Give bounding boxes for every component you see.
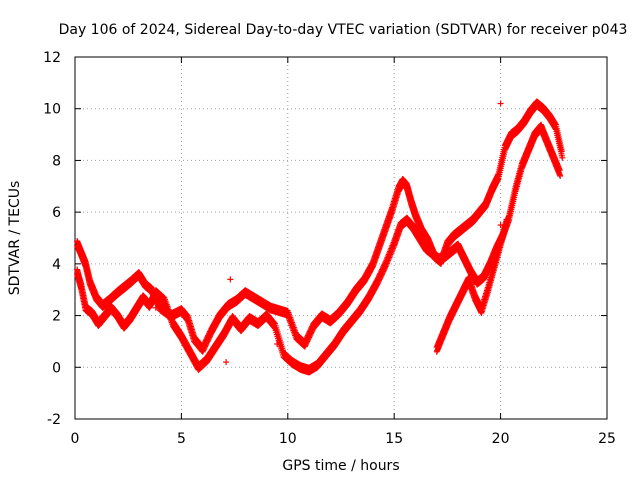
x-tick-label: 15 xyxy=(385,431,403,447)
x-tick-label: 0 xyxy=(71,431,80,447)
x-axis-label: GPS time / hours xyxy=(282,458,399,474)
data-point xyxy=(497,100,504,107)
y-axis-ticks: -2 0 2 4 6 8 10 12 xyxy=(43,50,607,428)
y-tick-label: 10 xyxy=(43,102,61,118)
x-tick-label: 10 xyxy=(279,431,297,447)
x-axis-ticks: 0 5 10 15 20 25 xyxy=(71,57,616,447)
y-tick-label: 12 xyxy=(43,50,61,66)
y-axis-label: SDTVAR / TECUs xyxy=(7,181,23,296)
x-tick-label: 20 xyxy=(492,431,510,447)
data-point xyxy=(223,359,230,366)
plot-frame xyxy=(74,56,608,420)
y-tick-label: -2 xyxy=(47,412,61,428)
data-point xyxy=(227,276,234,283)
x-tick-label: 25 xyxy=(598,431,616,447)
y-tick-label: 8 xyxy=(52,153,61,169)
y-tick-label: 0 xyxy=(52,360,61,376)
y-tick-label: 6 xyxy=(52,205,61,221)
y-tick-label: 4 xyxy=(52,257,61,273)
data-marks xyxy=(74,98,566,376)
chart-title: Day 106 of 2024, Sidereal Day-to-day VTE… xyxy=(59,22,628,38)
x-tick-label: 5 xyxy=(177,431,186,447)
y-tick-label: 2 xyxy=(52,309,61,325)
